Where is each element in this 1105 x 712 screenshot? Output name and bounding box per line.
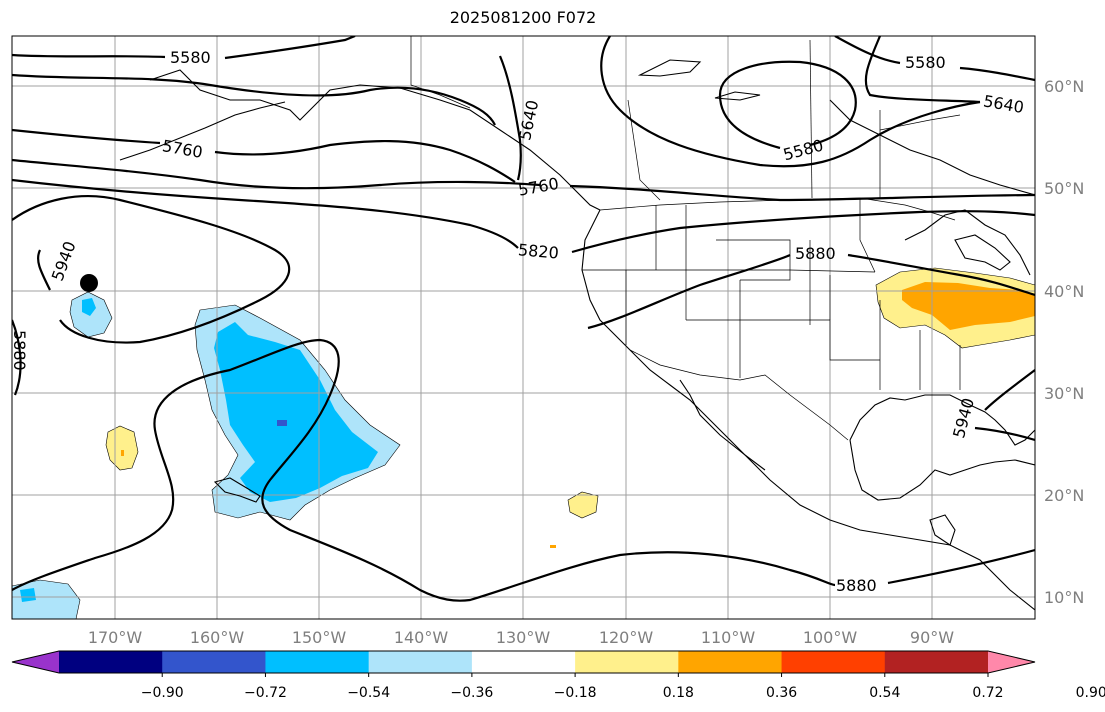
colorbar-tick-label: 0.18 — [663, 685, 694, 701]
contour-5940-east — [974, 369, 1035, 442]
lon-label: 140°W — [394, 628, 449, 647]
contour-5640-east — [600, 36, 981, 168]
colorbar-tick-label: −0.90 — [141, 685, 184, 701]
colorbar-tick-label: 0.72 — [972, 685, 1003, 701]
contour-5820 — [12, 178, 1035, 254]
contour-label: 5880 — [836, 576, 877, 595]
contour-label: 5580 — [170, 48, 211, 67]
positive-anomaly-dot — [121, 450, 124, 456]
colorbar-tick-label: −0.72 — [244, 685, 287, 701]
lon-label: 120°W — [599, 628, 654, 647]
lon-label: 160°W — [190, 628, 245, 647]
anomaly-shading — [12, 267, 1035, 619]
contour-5880-main — [12, 319, 1035, 602]
contour-label: 5880 — [795, 244, 836, 263]
height-contours — [12, 36, 1035, 602]
colorbar-tick-label: 0.36 — [766, 685, 797, 701]
colorbar-ticks: −0.90 −0.72 −0.54 −0.36 −0.18 0.18 0.36 … — [141, 673, 1105, 701]
lat-label: 50°N — [1044, 179, 1084, 198]
negative-anomaly-west-core — [82, 298, 96, 316]
colorbar-segment — [265, 651, 370, 673]
contour-5580-west — [12, 36, 356, 60]
positive-anomaly-pacific — [567, 491, 599, 519]
lon-label: 170°W — [88, 628, 143, 647]
positive-anomaly-midwest-core — [902, 282, 1035, 330]
colorbar-tick-label: 0.54 — [869, 685, 900, 701]
colorbar-segment — [12, 651, 59, 673]
colorbar-segment — [368, 651, 473, 673]
colorbar-segment — [162, 651, 266, 673]
contour-label: 5580 — [905, 53, 946, 72]
contour-5760-alaska — [498, 55, 522, 181]
lon-label: 110°W — [701, 628, 756, 647]
positive-anomaly-hawaii-north — [105, 425, 139, 471]
lon-label: 90°W — [910, 628, 954, 647]
contour-label: 5820 — [517, 240, 559, 262]
colorbar-segment — [988, 651, 1035, 673]
longitude-labels: 170°W 160°W 150°W 140°W 130°W 120°W 110°… — [88, 628, 954, 647]
contour-5640-ne — [864, 36, 981, 104]
lon-label: 150°W — [292, 628, 347, 647]
map-title: 2025081200 F072 — [449, 8, 597, 27]
lat-label: 20°N — [1044, 486, 1084, 505]
colorbar-segment — [678, 651, 783, 673]
latitude-labels: 60°N 50°N 40°N 30°N 20°N 10°N — [1044, 77, 1084, 607]
lon-label: 130°W — [496, 628, 551, 647]
contour-5880-east — [587, 253, 1035, 330]
negative-anomaly-core — [214, 322, 378, 502]
colorbar-tick-label: −0.36 — [450, 685, 493, 701]
colorbar-tick-label: −0.54 — [347, 685, 390, 701]
coastlines — [119, 59, 1035, 611]
lat-label: 60°N — [1044, 77, 1084, 96]
colorbar-tick-label: −0.18 — [554, 685, 597, 701]
lat-label: 30°N — [1044, 384, 1084, 403]
contour-5640-west — [12, 73, 496, 126]
colorbar-segment — [781, 651, 886, 673]
colorbar-segment — [59, 651, 163, 673]
lat-label: 10°N — [1044, 588, 1084, 607]
contour-labels: 5580 5580 5580 5640 5640 5760 5760 5820 … — [10, 48, 1025, 595]
location-marker — [80, 274, 98, 292]
negative-anomaly-corner-core — [20, 588, 36, 602]
colorbar — [11, 650, 1036, 674]
graticule — [12, 36, 1035, 619]
positive-anomaly-speck — [550, 545, 556, 548]
colorbar-outline — [11, 650, 1036, 674]
contour-5760 — [12, 128, 516, 183]
contour-label: 5880 — [10, 330, 29, 371]
colorbar-segment — [884, 651, 989, 673]
contour-5580-ne — [834, 36, 1035, 82]
negative-anomaly-small — [277, 420, 287, 426]
lat-label: 40°N — [1044, 282, 1084, 301]
lon-label: 100°W — [803, 628, 858, 647]
contour-5820-arc — [12, 158, 1035, 202]
contour-5880-north — [12, 194, 291, 344]
colorbar-segment — [575, 651, 679, 673]
contour-5580-low — [718, 60, 857, 150]
colorbar-segment — [471, 651, 576, 673]
map-frame — [11, 35, 1036, 620]
colorbar-tick-label: 0.90 — [1076, 685, 1105, 701]
